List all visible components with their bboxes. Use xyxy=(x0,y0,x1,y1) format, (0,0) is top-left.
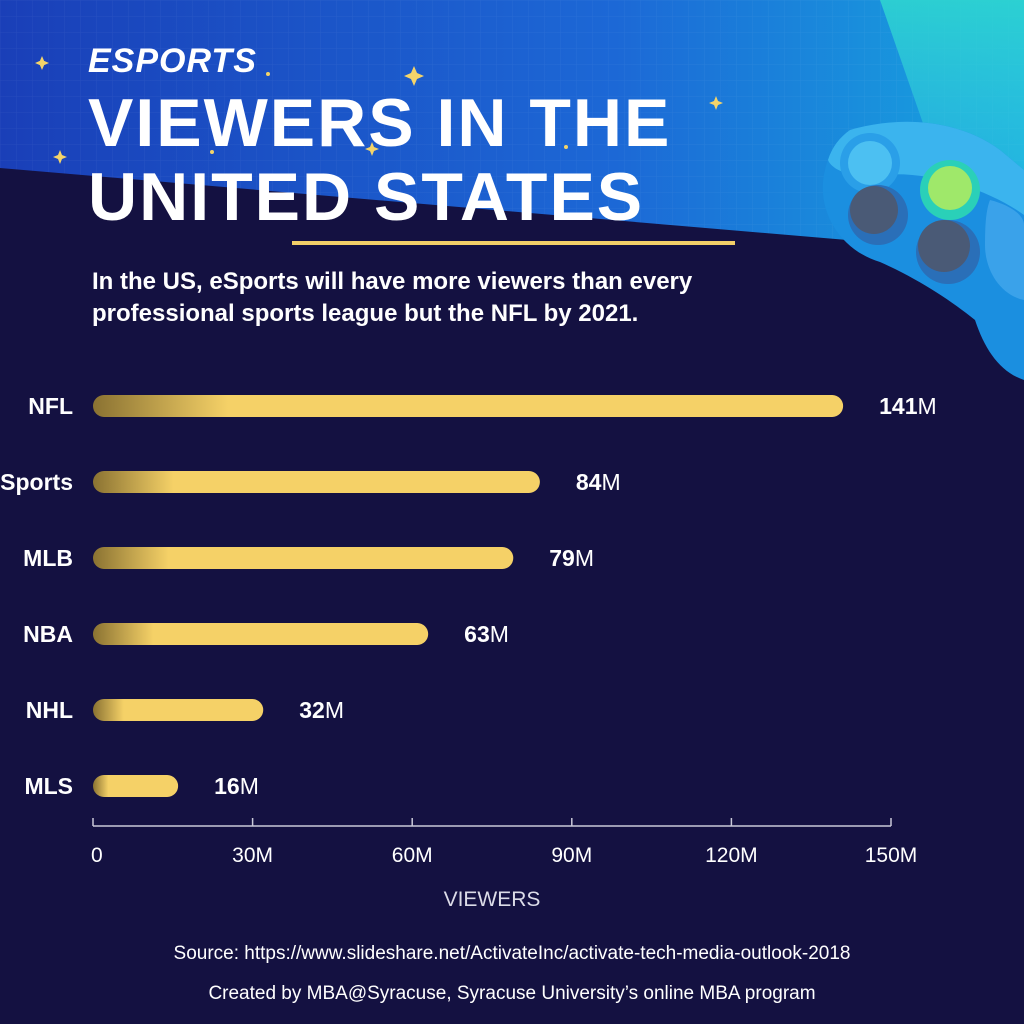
value-unit: M xyxy=(490,621,509,647)
value-unit: M xyxy=(601,469,620,495)
source-citation: Source: https://www.slideshare.net/Activ… xyxy=(173,943,851,964)
value-label: 32M xyxy=(299,697,344,723)
game-controller-icon xyxy=(822,121,1024,380)
value-number: 141 xyxy=(879,393,918,419)
bar xyxy=(93,699,264,721)
value-number: 32 xyxy=(299,697,325,723)
x-tick-label: 0 xyxy=(91,844,103,867)
bar xyxy=(93,395,844,417)
category-label: MLB xyxy=(23,545,73,571)
value-unit: M xyxy=(240,773,259,799)
x-tick-label: 60M xyxy=(392,844,433,867)
value-number: 16 xyxy=(214,773,240,799)
bar xyxy=(93,471,540,493)
value-unit: M xyxy=(917,393,936,419)
value-label: 16M xyxy=(214,773,259,799)
sparkle-icon xyxy=(35,56,723,164)
x-tick-label: 30M xyxy=(232,844,273,867)
chart-supertitle: ESPORTS xyxy=(88,42,257,80)
category-label: MLS xyxy=(24,773,73,799)
title-underline xyxy=(292,241,735,245)
category-label: NFL xyxy=(28,393,73,419)
chart-title: VIEWERS IN THE UNITED STATES xyxy=(88,85,672,235)
category-label: NBA xyxy=(23,621,73,647)
credit-line: Created by MBA@Syracuse, Syracuse Univer… xyxy=(208,983,816,1004)
x-tick-label: 120M xyxy=(705,844,758,867)
value-label: 79M xyxy=(549,545,594,571)
x-tick-label: 90M xyxy=(551,844,592,867)
value-number: 63 xyxy=(464,621,490,647)
chart-subtitle: In the US, eSports will have more viewer… xyxy=(92,268,693,327)
x-tick-label: 150M xyxy=(865,844,918,867)
bar xyxy=(93,775,179,797)
bar xyxy=(93,623,429,645)
bar xyxy=(93,547,514,569)
value-label: 141M xyxy=(879,393,937,419)
value-unit: M xyxy=(325,697,344,723)
value-number: 79 xyxy=(549,545,575,571)
value-number: 84 xyxy=(576,469,602,495)
category-label: eSports xyxy=(0,469,73,495)
value-label: 63M xyxy=(464,621,509,647)
x-axis-title: VIEWERS xyxy=(444,888,541,911)
category-label: NHL xyxy=(26,697,73,723)
bar-chart: NFL141MeSports84MMLB79MNBA63MNHL32MMLS16… xyxy=(0,393,937,911)
value-label: 84M xyxy=(576,469,621,495)
value-unit: M xyxy=(575,545,594,571)
